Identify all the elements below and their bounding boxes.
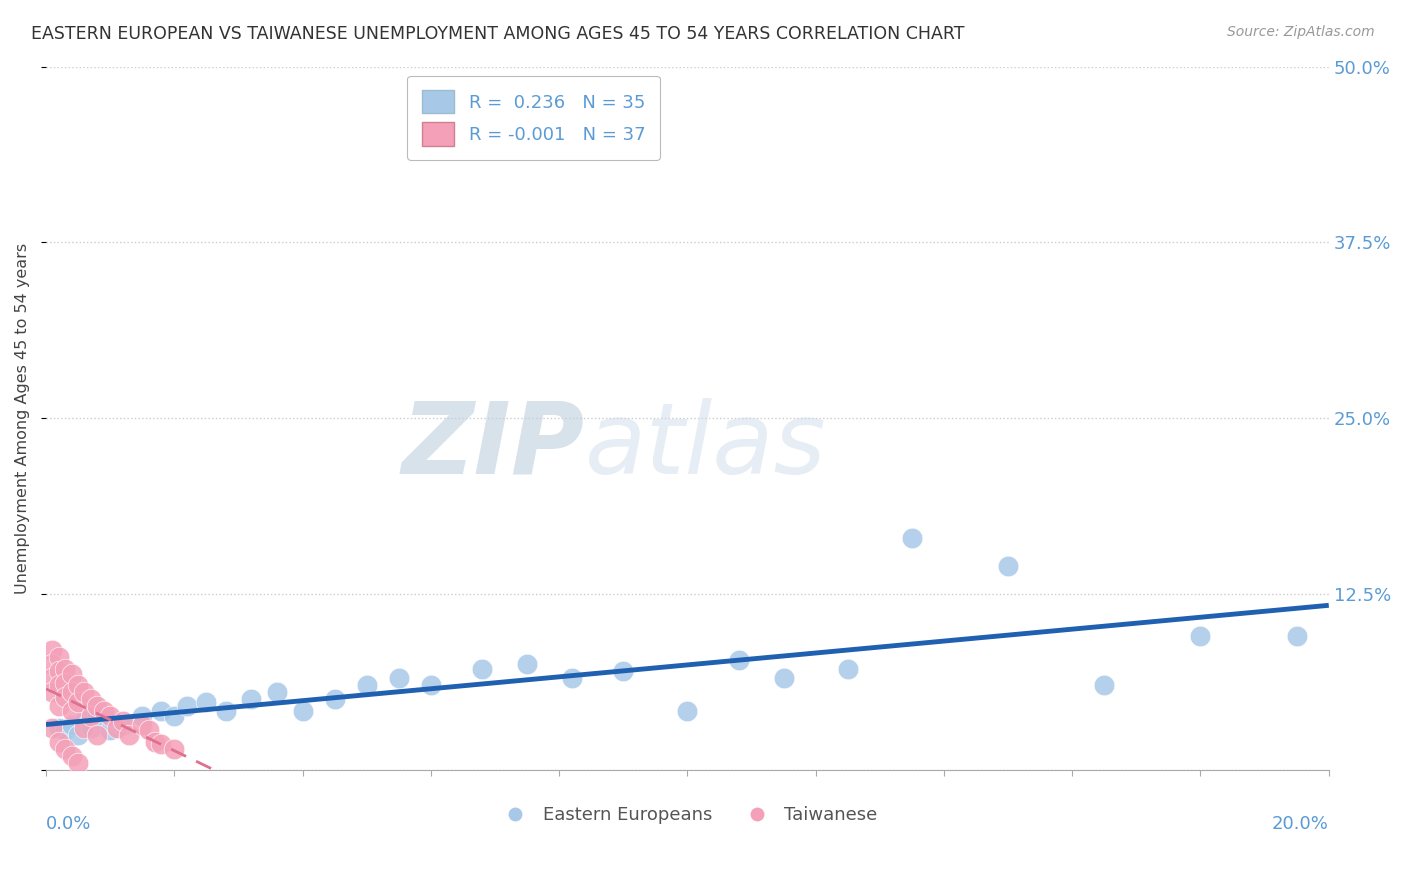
Point <box>48 650 70 665</box>
Point <box>163 741 186 756</box>
Point <box>772 671 794 685</box>
Point <box>131 718 153 732</box>
Point <box>86 699 108 714</box>
Point <box>997 558 1019 573</box>
Point <box>176 699 198 714</box>
Point <box>356 678 378 692</box>
Text: Source: ZipAtlas.com: Source: ZipAtlas.com <box>1227 25 1375 39</box>
Point <box>111 718 134 732</box>
Point <box>67 695 90 709</box>
Point <box>41 671 63 685</box>
Point <box>48 699 70 714</box>
Point <box>105 721 128 735</box>
Point <box>53 690 76 704</box>
Point <box>41 657 63 672</box>
Point <box>73 714 96 728</box>
Point <box>1189 629 1212 643</box>
Point <box>48 665 70 679</box>
Point <box>67 678 90 692</box>
Point <box>48 678 70 692</box>
Text: ZIP: ZIP <box>402 398 585 495</box>
Point <box>561 671 583 685</box>
Point <box>727 653 749 667</box>
Point <box>53 661 76 675</box>
Point <box>80 692 103 706</box>
Point <box>73 721 96 735</box>
Point <box>98 723 121 738</box>
Point <box>516 657 538 672</box>
Point <box>53 723 76 738</box>
Point <box>214 704 236 718</box>
Legend: Eastern Europeans, Taiwanese: Eastern Europeans, Taiwanese <box>491 798 884 831</box>
Point <box>150 738 173 752</box>
Point <box>41 721 63 735</box>
Point <box>323 692 346 706</box>
Point <box>266 685 288 699</box>
Point <box>80 709 103 723</box>
Point <box>53 675 76 690</box>
Point <box>163 709 186 723</box>
Point <box>131 709 153 723</box>
Point <box>291 704 314 718</box>
Point <box>150 704 173 718</box>
Point <box>676 704 699 718</box>
Point <box>93 704 115 718</box>
Point <box>67 728 90 742</box>
Point <box>60 685 83 699</box>
Text: EASTERN EUROPEAN VS TAIWANESE UNEMPLOYMENT AMONG AGES 45 TO 54 YEARS CORRELATION: EASTERN EUROPEAN VS TAIWANESE UNEMPLOYME… <box>31 25 965 43</box>
Point <box>901 531 924 545</box>
Point <box>240 692 263 706</box>
Text: 20.0%: 20.0% <box>1272 815 1329 833</box>
Point <box>419 678 441 692</box>
Point <box>67 756 90 770</box>
Point <box>60 704 83 718</box>
Point <box>388 671 411 685</box>
Point <box>118 728 141 742</box>
Point <box>60 748 83 763</box>
Point <box>195 695 218 709</box>
Point <box>1285 629 1308 643</box>
Point <box>111 714 134 728</box>
Point <box>48 734 70 748</box>
Point <box>80 721 103 735</box>
Point <box>41 643 63 657</box>
Point <box>73 685 96 699</box>
Point <box>48 721 70 735</box>
Point <box>86 709 108 723</box>
Text: atlas: atlas <box>585 398 827 495</box>
Point <box>837 661 859 675</box>
Point <box>612 665 634 679</box>
Point <box>98 709 121 723</box>
Point <box>1092 678 1115 692</box>
Point <box>60 718 83 732</box>
Point <box>60 667 83 681</box>
Point <box>471 661 494 675</box>
Point <box>143 734 166 748</box>
Text: 0.0%: 0.0% <box>46 815 91 833</box>
Point <box>138 723 160 738</box>
Y-axis label: Unemployment Among Ages 45 to 54 years: Unemployment Among Ages 45 to 54 years <box>15 243 30 594</box>
Point <box>41 685 63 699</box>
Point <box>86 728 108 742</box>
Point <box>53 741 76 756</box>
